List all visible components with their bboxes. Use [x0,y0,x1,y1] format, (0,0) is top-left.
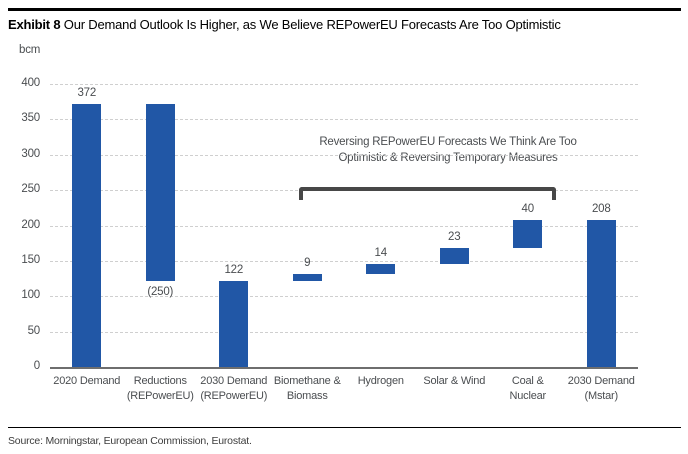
y-tick-label-150: 150 [21,253,40,266]
x-axis-label-line: 2030 Demand [200,375,268,387]
gridline-400 [50,84,638,85]
value-label: 23 [448,231,461,244]
y-tick-label-200: 200 [21,218,40,231]
value-label: 9 [304,257,311,270]
bar-hydrogen [366,264,396,275]
bracket-annotation: Reversing REPowerEU Forecasts We Think A… [268,134,628,166]
x-axis-label-line: (REPowerEU) [200,390,268,402]
bar-2020-demand [72,103,102,367]
y-tick-label-250: 250 [21,183,40,196]
annotation-line-2: Optimistic & Reversing Temporary Measure… [338,152,558,164]
bar-biomethane-biomass [292,274,322,281]
value-label: 40 [521,202,535,215]
x-axis-label: 2030 Demand (Mstar) [556,374,648,404]
x-axis-label-line: Hydrogen [357,375,404,387]
x-axis-label-line: Biomethane & [273,375,341,387]
exhibit-number: Exhibit 8 [8,17,61,32]
x-axis-label: Reductions (REPowerEU) [115,374,207,404]
y-tick-label-400: 400 [21,77,40,89]
x-axis-label-line: Coal & [511,375,544,387]
x-axis-label-line: Reductions [133,375,187,387]
gridline-300 [50,154,638,156]
source-note: Source: Morningstar, European Commission… [8,435,252,447]
x-axis-label: Coal & Nuclear [482,374,574,404]
bottom-divider [8,427,681,428]
chart-title: Exhibit 8 Our Demand Outlook Is Higher, … [8,17,561,32]
x-axis-label: Hydrogen [335,374,427,389]
x-axis-label-line: 2020 Demand [53,375,121,387]
y-tick-label-300: 300 [21,147,40,160]
gridline-350 [50,119,638,121]
gridline-150 [50,260,638,262]
bar-solar-wind [439,248,469,265]
gridline-100 [50,296,638,298]
x-axis-label: 2020 Demand [41,374,133,389]
annotation-line-1: Reversing REPowerEU Forecasts We Think A… [319,136,577,148]
value-label: 208 [591,202,611,215]
plot-area: Reversing REPowerEU Forecasts We Think A… [50,84,638,369]
x-axis-label-line: Solar & Wind [423,375,486,387]
top-divider [8,8,681,11]
value-label: 372 [77,86,97,99]
y-tick-label-350: 350 [21,112,40,125]
x-axis-label: Biomethane & Biomass [262,374,354,404]
x-axis-label-line: Nuclear [509,390,546,402]
x-axis-label-line: (REPowerEU) [126,390,194,402]
x-axis-label: 2030 Demand (REPowerEU) [188,374,280,404]
x-axis-label: Solar & Wind [409,374,501,389]
x-axis-label-line: (Mstar) [584,390,619,402]
y-tick-label-50: 50 [27,324,41,337]
x-axis-labels: 2020 Demand Reductions (REPowerEU) 2030 Dem… [50,374,638,410]
value-label: 14 [374,247,388,260]
y-axis: 400 350 300 250 200 150 100 50 0 [0,77,41,372]
x-axis-label-line: Biomass [286,390,328,402]
bar-2030-demand-mstar- [586,219,616,367]
bar-coal-nuclear [513,219,543,249]
x-axis-line [50,367,638,369]
bar-reductions-repowereu- [145,103,175,281]
x-axis-label-line: 2030 Demand [567,375,635,387]
gridline-200 [50,225,638,227]
y-axis-unit-label: bcm [19,44,41,56]
y-tick-label-100: 100 [21,289,40,302]
annotation-bracket [299,187,556,201]
y-tick-label-0: 0 [33,360,40,372]
gridline-50 [50,331,638,333]
chart-title-text: Our Demand Outlook Is Higher, as We Beli… [60,17,561,32]
bar-2030-demand-repowereu- [219,280,249,367]
value-label: (250) [147,285,174,298]
value-label: 122 [224,263,244,276]
